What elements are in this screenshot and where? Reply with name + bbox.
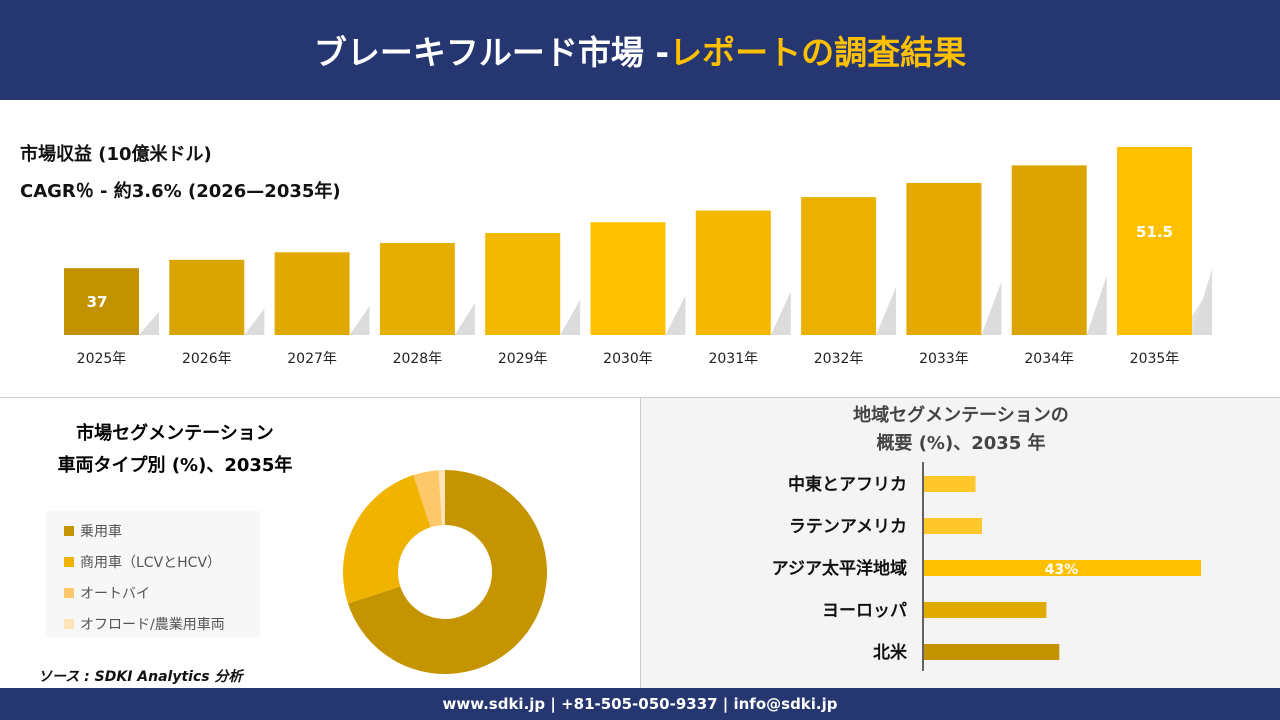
revenue-bar bbox=[169, 259, 245, 335]
revenue-bar bbox=[274, 252, 350, 335]
pie-subtitle: 車両タイプ別 (%)、2035年 bbox=[57, 455, 293, 476]
pie-legend: 乗用車商用車（LCVとHCV） オートバイオフロード/農業用車両 bbox=[46, 511, 260, 637]
revenue-bar bbox=[485, 233, 561, 335]
region-bar bbox=[924, 518, 982, 534]
revenue-bar bbox=[906, 182, 982, 335]
bar-shadow bbox=[1192, 269, 1212, 335]
revenue-bar bbox=[379, 243, 455, 335]
legend-swatch bbox=[64, 587, 74, 598]
bar-shadow bbox=[349, 306, 370, 335]
bar-shadow bbox=[454, 302, 475, 335]
cagr-label: CAGR％ - 約3.6% (2026—2035年) bbox=[20, 181, 341, 202]
region-subtitle: 概要 (%)、2035 年 bbox=[876, 433, 1046, 454]
revenue-bar bbox=[801, 197, 877, 335]
donut-slice bbox=[343, 474, 431, 604]
year-tick-label: 2031年 bbox=[708, 351, 758, 367]
region-label: アジア太平洋地域 bbox=[772, 558, 907, 579]
revenue-section: 市場収益 (10億米ドル) CAGR％ - 約3.6% (2026—2035年)… bbox=[0, 100, 1280, 398]
year-tick-label: 2034年 bbox=[1024, 351, 1074, 367]
legend-label: 乗用車 bbox=[80, 523, 122, 540]
revenue-bar bbox=[590, 222, 666, 335]
revenue-bar bbox=[1011, 165, 1087, 335]
year-tick-label: 2028年 bbox=[393, 351, 443, 367]
year-tick-label: 2030年 bbox=[603, 351, 653, 367]
vehicle-donut-chart bbox=[343, 470, 547, 674]
region-bar bbox=[924, 560, 1201, 576]
legend-swatch bbox=[64, 618, 74, 629]
donut-slice bbox=[438, 470, 445, 526]
region-title: 地域セグメンテーションの bbox=[853, 405, 1069, 426]
region-label: ヨーロッパ bbox=[822, 601, 907, 621]
bar-shadow bbox=[244, 308, 265, 335]
bar-data-label: 37 bbox=[87, 293, 108, 311]
region-bar bbox=[924, 476, 976, 492]
region-label: ラテンアメリカ bbox=[789, 517, 907, 537]
legend-label: 商用車（LCVとHCV） bbox=[80, 554, 222, 571]
legend-swatch bbox=[64, 525, 74, 536]
revenue-bar bbox=[695, 210, 771, 335]
region-segment-panel: 地域セグメンテーションの 概要 (%)、2035 年 中東とアフリカ ラテンアメリカ… bbox=[640, 398, 1280, 688]
header-title: ブレーキフルード市場 - レポートの調査結果 bbox=[0, 0, 1280, 100]
bar-data-label: 43% bbox=[1045, 562, 1079, 578]
year-tick-label: 2026年 bbox=[182, 351, 232, 367]
legend-item: 乗用車 bbox=[64, 515, 260, 546]
revenue-label: 市場収益 (10億米ドル) bbox=[20, 144, 212, 165]
bar-shadow bbox=[770, 291, 791, 335]
source-note: ソース : SDKI Analytics 分析 bbox=[38, 669, 243, 685]
year-tick-label: 2035年 bbox=[1130, 351, 1180, 367]
revenue-bar-chart: 2025年 37 2026年 2027年 2028年 2029年 2030年 2031年 203… bbox=[64, 147, 1212, 367]
year-tick-label: 2032年 bbox=[814, 351, 864, 367]
bar-shadow bbox=[139, 311, 159, 335]
pie-title: 市場セグメンテーション bbox=[76, 423, 274, 444]
donut-slice bbox=[413, 470, 443, 528]
year-tick-label: 2025年 bbox=[77, 351, 127, 367]
legend-label: オートバイ bbox=[80, 585, 150, 602]
footer-contact: www.sdki.jp | +81-505-050-9337 | info@sd… bbox=[0, 688, 1280, 720]
year-tick-label: 2027年 bbox=[287, 351, 337, 367]
year-tick-label: 2033年 bbox=[919, 351, 969, 367]
title-main: ブレーキフルード市場 - bbox=[313, 33, 670, 72]
bar-data-label: 51.5 bbox=[1136, 223, 1173, 241]
revenue-bar bbox=[1117, 147, 1192, 335]
title-accent: レポートの調査結果 bbox=[669, 33, 967, 72]
bar-shadow bbox=[560, 299, 581, 335]
donut-slice bbox=[347, 470, 547, 674]
region-bar bbox=[924, 602, 1047, 618]
region-label: 中東とアフリカ bbox=[788, 474, 907, 495]
year-tick-label: 2029年 bbox=[498, 351, 548, 367]
bar-shadow bbox=[665, 295, 686, 335]
legend-item: 商用車（LCVとHCV） bbox=[64, 546, 260, 577]
legend-item: オートバイ bbox=[64, 577, 260, 608]
region-bar bbox=[924, 644, 1060, 660]
revenue-bar bbox=[64, 268, 139, 335]
region-label: 北米 bbox=[873, 642, 908, 663]
bar-shadow bbox=[876, 286, 897, 335]
legend-label: オフロード/農業用車両 bbox=[80, 616, 225, 633]
bar-shadow bbox=[1086, 275, 1107, 335]
bar-shadow bbox=[981, 281, 1002, 335]
legend-item: オフロード/農業用車両 bbox=[64, 608, 260, 639]
legend-swatch bbox=[64, 556, 74, 567]
